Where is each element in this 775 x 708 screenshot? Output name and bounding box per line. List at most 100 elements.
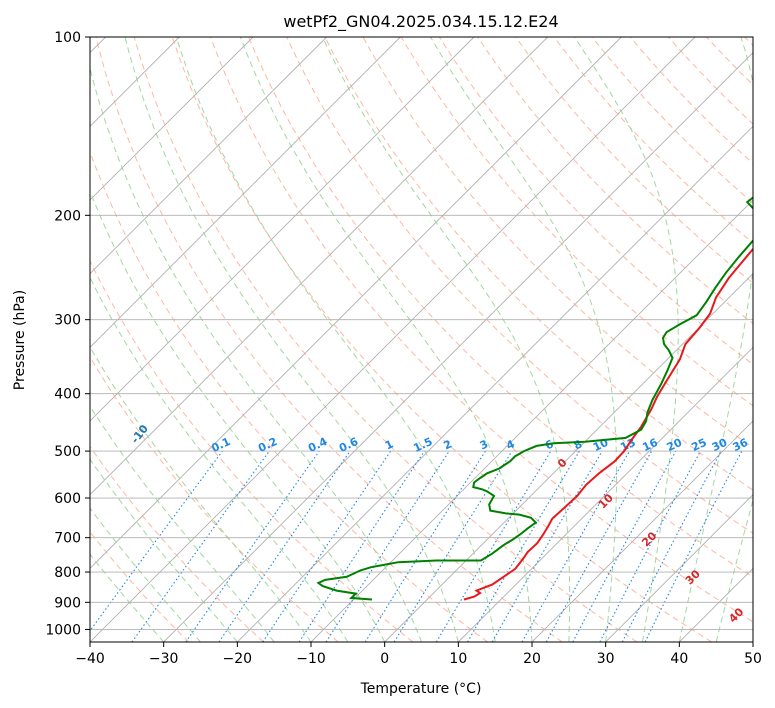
y-tick-label: 800 bbox=[54, 565, 81, 581]
x-tick-label: 50 bbox=[744, 651, 762, 667]
mixing-ratio-label: 36 bbox=[731, 436, 751, 454]
y-tick-label: 900 bbox=[54, 595, 81, 611]
isotherm-line bbox=[90, 37, 401, 348]
mixing-ratio-label: 1 bbox=[383, 437, 395, 452]
moist-adiabat-line bbox=[90, 345, 312, 642]
isotherm-line bbox=[90, 37, 254, 201]
x-tick-label: −10 bbox=[296, 651, 326, 667]
mixing-ratio-label: 0.4 bbox=[306, 435, 329, 455]
isotherm-line bbox=[531, 420, 753, 642]
y-tick-label: 100 bbox=[54, 30, 81, 46]
mixing-ratio-line bbox=[364, 450, 486, 642]
moist-adiabat-line bbox=[752, 640, 753, 642]
dry-adiabat-label: -20 bbox=[55, 400, 78, 424]
isotherm-line bbox=[237, 125, 753, 642]
dry-adiabat-line bbox=[90, 259, 414, 642]
mixing-ratio-line bbox=[218, 450, 351, 642]
y-tick-label: 600 bbox=[54, 491, 81, 507]
moist-adiabat-line bbox=[90, 276, 349, 642]
x-tick-label: 30 bbox=[597, 651, 615, 667]
chart-title: wetPf2_GN04.2025.034.15.12.E24 bbox=[283, 12, 558, 32]
moist-adiabat-line bbox=[90, 65, 422, 642]
x-tick-label: 10 bbox=[449, 651, 467, 667]
moist-adiabat-line bbox=[90, 507, 201, 642]
moist-adiabat-line bbox=[574, 37, 679, 642]
x-tick-label: −40 bbox=[75, 651, 105, 667]
moist-adiabat-label: 30 bbox=[683, 567, 703, 587]
y-axis-label: Pressure (hPa) bbox=[12, 290, 28, 390]
plot-frame bbox=[89, 36, 754, 643]
dry-adiabat-line bbox=[591, 37, 753, 204]
mixing-ratio-line bbox=[325, 450, 450, 642]
dry-adiabat-label: -30 bbox=[0, 377, 7, 401]
moist-adiabat-label: 10 bbox=[596, 491, 616, 511]
dry-adiabat-line bbox=[171, 37, 712, 642]
moist-adiabat-line bbox=[175, 37, 496, 642]
mixing-ratio-line bbox=[545, 450, 653, 642]
mixing-ratio-lines bbox=[90, 450, 743, 642]
dry-adiabat-label: -10 bbox=[128, 422, 151, 446]
dry-adiabats bbox=[90, 37, 753, 642]
moist-adiabat-line bbox=[90, 458, 238, 642]
dry-adiabat-line bbox=[706, 37, 753, 86]
mixing-ratio-label: 0.2 bbox=[256, 435, 279, 455]
mixing-ratio-label: 25 bbox=[689, 436, 708, 454]
moist-adiabat-line bbox=[430, 37, 617, 642]
y-axis-ticks: 100 200 300 400 500 600 700 800 900 1000 bbox=[45, 30, 90, 638]
mixing-ratio-label: 16 bbox=[640, 436, 660, 454]
moist-adiabats bbox=[90, 37, 753, 642]
dry-adiabat-line bbox=[286, 37, 753, 534]
x-tick-label: −20 bbox=[223, 651, 253, 667]
dry-adiabat-line bbox=[90, 531, 190, 642]
mixing-ratio-line bbox=[393, 450, 513, 642]
mixing-ratio-line bbox=[90, 450, 223, 632]
dry-adiabat-line bbox=[90, 356, 339, 642]
mixing-ratio-label: 2 bbox=[442, 437, 454, 452]
y-tick-label: 500 bbox=[54, 444, 81, 460]
dry-adiabat-line bbox=[210, 37, 753, 623]
x-axis-ticks: −40 −30 −20 −10 0 10 20 30 40 50 bbox=[75, 642, 762, 667]
isotherm-line bbox=[90, 37, 548, 496]
moist-adiabat-line bbox=[90, 189, 386, 642]
mixing-ratio-label: 0.1 bbox=[209, 435, 232, 455]
moist-adiabat-label: 0 bbox=[555, 456, 570, 471]
profile-series bbox=[316, 196, 753, 601]
moist-adiabat-line bbox=[90, 553, 165, 642]
x-tick-label: 0 bbox=[380, 651, 389, 667]
isotherm-line bbox=[163, 52, 753, 642]
mixing-ratio-label: 30 bbox=[710, 436, 730, 454]
x-tick-label: 40 bbox=[670, 651, 688, 667]
x-axis-label: Temperature (°C) bbox=[360, 681, 482, 697]
y-tick-label: 300 bbox=[54, 313, 81, 329]
y-tick-label: 700 bbox=[54, 531, 81, 547]
dry-adiabat-line bbox=[90, 445, 264, 642]
mixing-ratio-line bbox=[521, 450, 630, 642]
dry-adiabat-line bbox=[95, 37, 563, 642]
isotherm-line bbox=[605, 494, 753, 642]
isotherm-line bbox=[90, 37, 475, 422]
moist-adiabat-label: 40 bbox=[726, 605, 746, 625]
isotherm-line bbox=[90, 37, 327, 275]
mixing-ratio-label: 1.5 bbox=[411, 435, 434, 455]
x-tick-label: −30 bbox=[149, 651, 179, 667]
isotherm-line bbox=[90, 37, 622, 569]
isotherm-line bbox=[679, 567, 753, 642]
isotherm-line bbox=[90, 37, 696, 642]
mixing-ratio-line bbox=[262, 450, 392, 642]
temperature-series-line bbox=[463, 247, 753, 601]
dewpoint-series-line bbox=[316, 196, 753, 601]
mixing-ratio-line bbox=[131, 450, 270, 642]
moist-adiabat-line bbox=[90, 405, 275, 642]
isotherms bbox=[90, 37, 753, 642]
isobars bbox=[90, 37, 753, 630]
dry-adiabat-line bbox=[668, 37, 753, 125]
moist-adiabat-line bbox=[715, 498, 753, 642]
dry-adiabat-line bbox=[515, 37, 753, 284]
mixing-ratio-line bbox=[185, 450, 320, 642]
mixing-ratio-line bbox=[467, 450, 580, 642]
mixing-ratio-line bbox=[572, 450, 677, 642]
isotherm-line bbox=[752, 641, 753, 642]
moist-adiabat-line bbox=[678, 37, 753, 642]
dry-adiabat-line bbox=[553, 37, 753, 244]
